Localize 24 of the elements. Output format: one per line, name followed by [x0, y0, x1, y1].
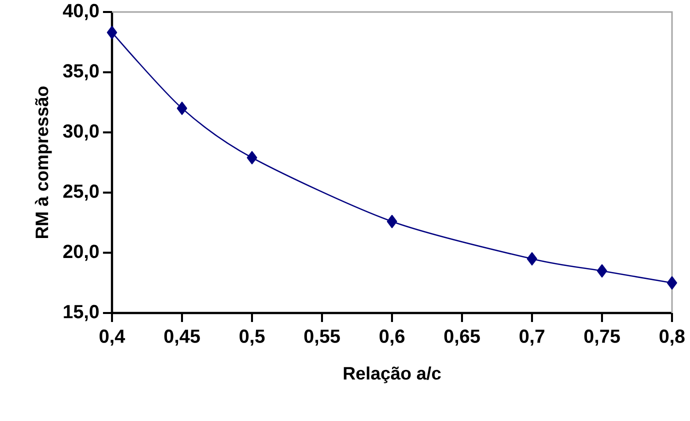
y-tick-label: 25,0	[63, 184, 99, 201]
x-tick-label: 0,7	[520, 330, 544, 346]
point	[246, 151, 258, 164]
point	[386, 214, 398, 228]
point	[176, 102, 188, 115]
x-tick-label: 0,4	[100, 330, 126, 346]
x-axis-title: Relação a/c	[344, 366, 441, 384]
x-tick-label: 0,5	[240, 330, 265, 346]
point	[106, 26, 118, 40]
y-tick-label: 20,0	[63, 244, 99, 261]
x-tick-label: 0,6	[380, 330, 404, 346]
point	[596, 264, 608, 278]
x-tick-label: 0,75	[584, 330, 620, 346]
y-tick-label: 35,0	[63, 64, 99, 80]
x-tick-label: 0,8	[660, 330, 685, 346]
x-tick-label: 0,65	[444, 330, 480, 346]
x-tick-label: 0,45	[164, 330, 200, 346]
x-tick-label: 0,55	[304, 330, 340, 346]
y-tick-label: 30,0	[63, 124, 99, 140]
y-axis-title: RM à compressão	[34, 86, 52, 238]
y-tick-label: 40,0	[62, 4, 99, 20]
point	[666, 276, 678, 290]
y-tick-label: 15,0	[64, 304, 99, 322]
point	[526, 252, 538, 266]
